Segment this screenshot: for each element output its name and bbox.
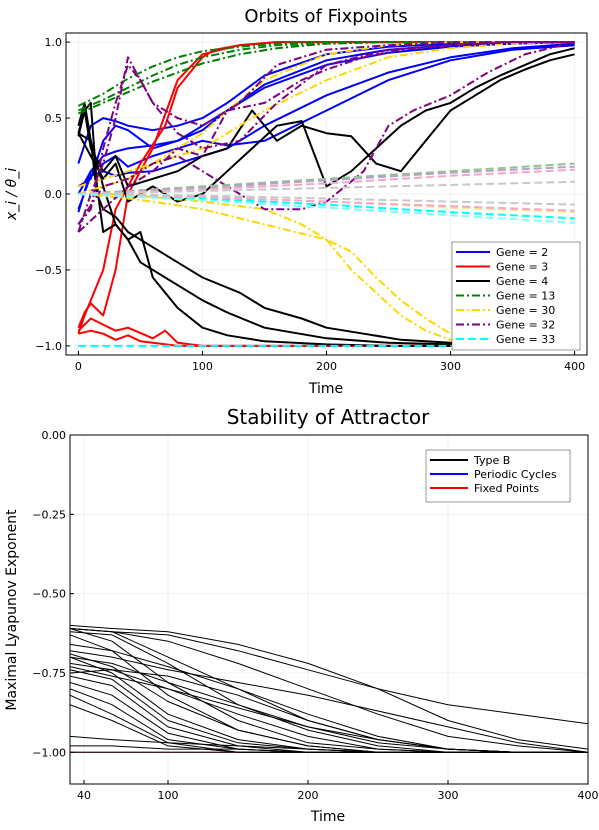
chart1-ytick-label: 1.0: [45, 36, 63, 49]
chart1-series-line-18: [78, 41, 575, 188]
chart1-yticks: −1.0 −0.5 0.0 0.5 1.0: [35, 36, 70, 353]
chart-orbits-of-fixpoints: Orbits of Fixpoints 0 100 200 300 400 −1.0 −0…: [4, 6, 588, 397]
chart2-xtick-label: 40: [77, 789, 91, 802]
chart2-series-line-21: [70, 643, 588, 753]
chart2-series-line-18: [70, 694, 588, 753]
chart1-xlabel: Time: [308, 381, 343, 397]
chart2-legend-label: Periodic Cycles: [474, 468, 557, 481]
chart1-legend-label: Gene = 13: [496, 290, 555, 303]
chart1-series-line-2: [77, 41, 575, 164]
chart2-ytick-label: −1.00: [32, 746, 66, 759]
chart1-series-line-28: [78, 165, 575, 195]
chart1-series-line-31: [78, 193, 575, 214]
chart1-legend-label: Gene = 4: [496, 275, 548, 288]
chart2-legend-label: Fixed Points: [474, 482, 539, 495]
chart2-ytick-label: −0.25: [32, 508, 66, 521]
chart1-series-line-24: [77, 41, 575, 233]
chart1-legend-label: Gene = 3: [496, 261, 548, 274]
chart1-legend-label: Gene = 30: [496, 304, 555, 317]
chart1-series-line-21: [77, 41, 575, 226]
chart1-series-line-23: [77, 41, 575, 225]
chart1-xtick-label: 300: [440, 360, 461, 373]
chart1-series-line-11: [77, 53, 575, 188]
chart1-series-line-32: [78, 193, 575, 212]
chart1-ytick-label: 0.0: [45, 188, 63, 201]
chart1-series-line-6: [77, 41, 575, 329]
chart1-xtick-label: 0: [75, 360, 82, 373]
chart2-series-line-9: [70, 650, 588, 753]
chart1-series-line-27: [78, 162, 575, 195]
chart1-series-line-4: [77, 44, 575, 195]
chart2-frame: [69, 434, 589, 785]
chart2-xtick-label: 300: [438, 789, 459, 802]
chart1-legend-label: Gene = 2: [496, 246, 548, 259]
chart2-xtick-label: 400: [578, 789, 599, 802]
chart2-xticks: 40 100 200 300 400: [77, 780, 599, 802]
chart2-series-line-22: [70, 669, 588, 753]
chart2-legend-box: [425, 449, 571, 503]
chart1-title: Orbits of Fixpoints: [244, 6, 407, 27]
chart2-xtick-label: 100: [158, 789, 179, 802]
chart1-series-line-26: [78, 193, 575, 220]
chart1-series-line-16: [78, 41, 575, 115]
chart1-ytick-label: −1.0: [35, 340, 62, 353]
chart1-series-line-30: [78, 180, 575, 195]
chart-stability-of-attractor: Stability of Attractor 40 100 200 300 400 −1…: [4, 405, 599, 825]
chart1-xtick-label: 400: [564, 360, 585, 373]
chart1-series-line-34: [78, 193, 575, 224]
chart2-series-line-6: [70, 631, 588, 753]
chart1-legend-label: Gene = 33: [496, 333, 555, 346]
chart1-series: [77, 41, 575, 347]
chart2-series-line-24: [70, 745, 588, 753]
chart2-series-line-3: [70, 624, 588, 750]
chart1-xtick-label: 200: [316, 360, 337, 373]
chart2-xtick-label: 200: [298, 789, 319, 802]
chart1-series-line-15: [77, 41, 575, 107]
chart1-legend-label: Gene = 32: [496, 319, 555, 332]
chart2-yticks: −1.00 −0.75 −0.50 −0.25 0.00: [32, 429, 74, 759]
chart2-series-line-5: [70, 628, 588, 753]
chart1-ylabel: x_i / θ_i: [4, 168, 20, 221]
chart2-ylabel: Maximal Lyapunov Exponent: [4, 509, 20, 711]
chart2-ytick-label: 0.00: [42, 429, 67, 442]
chart1-xtick-label: 100: [192, 360, 213, 373]
chart2-xlabel: Time: [310, 809, 345, 825]
chart1-series-line-29: [78, 168, 575, 195]
chart1-ytick-label: −0.5: [35, 264, 62, 277]
chart2-series-line-4: [70, 628, 588, 753]
chart2-ytick-label: −0.50: [32, 588, 66, 601]
chart1-ytick-label: 0.5: [45, 112, 63, 125]
chart1-xticks: 0 100 200 300 400: [75, 351, 585, 373]
chart2-series: [70, 435, 588, 753]
chart1-series-line-33: [78, 193, 575, 206]
chart1-series-line-19: [78, 193, 575, 347]
chart2-series-line-11: [70, 662, 588, 753]
chart1-series-line-12: [77, 47, 575, 203]
chart2-ytick-label: −0.75: [32, 667, 66, 680]
chart2-title: Stability of Attractor: [227, 405, 430, 429]
chart1-series-line-8: [78, 329, 575, 347]
chart2-legend-label: Type B: [473, 454, 510, 467]
chart1-series-line-0: [77, 41, 575, 213]
chart2-series-line-2: [70, 628, 588, 725]
chart2-series-line-7: [70, 628, 588, 753]
